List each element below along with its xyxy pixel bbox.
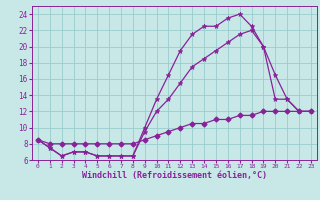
X-axis label: Windchill (Refroidissement éolien,°C): Windchill (Refroidissement éolien,°C) bbox=[82, 171, 267, 180]
